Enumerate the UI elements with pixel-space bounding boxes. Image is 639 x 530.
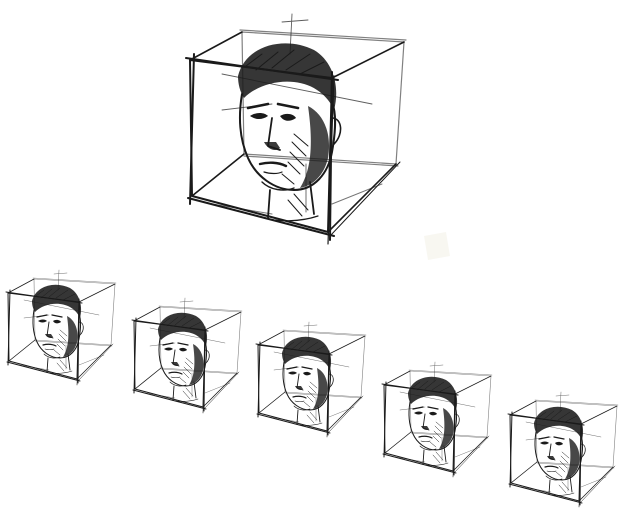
small-head-cube-sketch — [255, 321, 367, 438]
small-head-cube-sketch — [507, 391, 619, 508]
small-head-cube-sketch — [5, 269, 117, 386]
large-head-cube-sketch — [184, 12, 408, 246]
faint-smudge-mark — [424, 232, 450, 260]
small-head-cube-sketch — [131, 297, 243, 414]
small-head-cube-sketch — [381, 361, 493, 478]
